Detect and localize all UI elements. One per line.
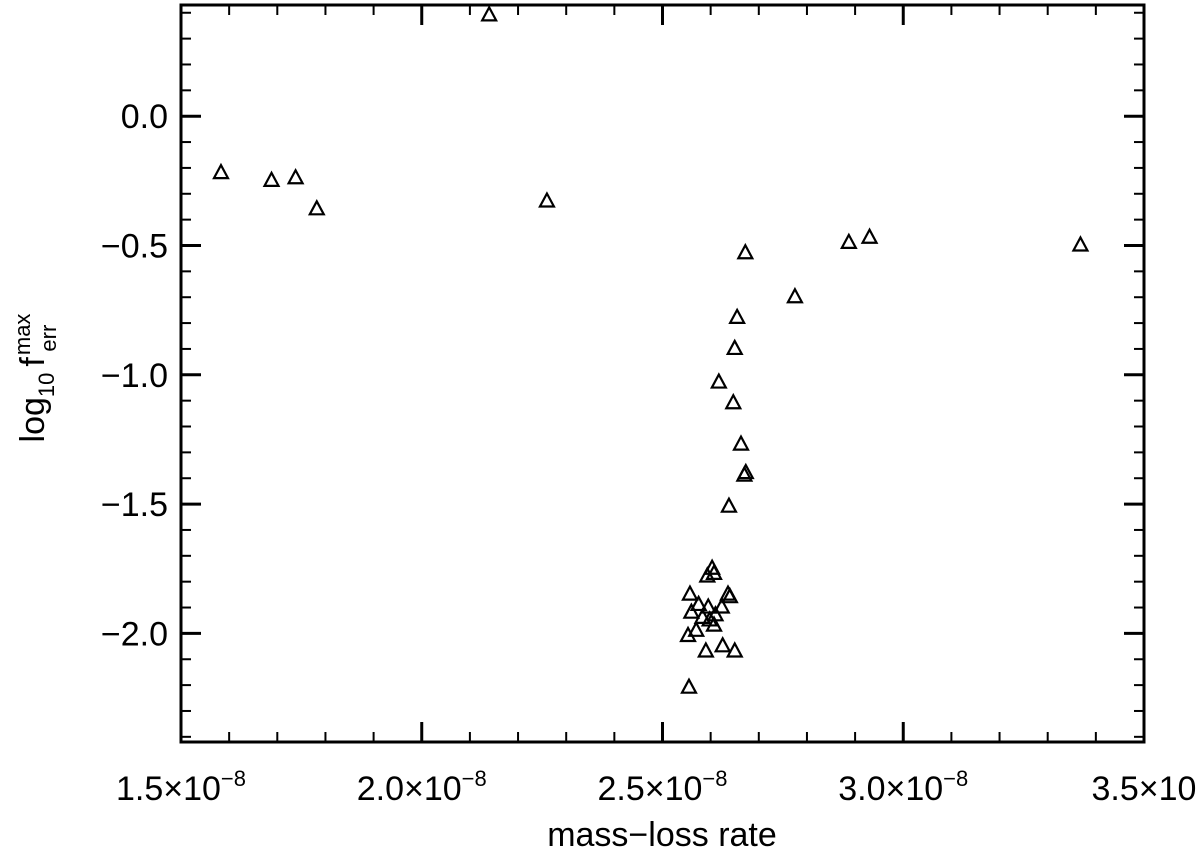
- y-tick-label: −1.0: [101, 357, 168, 395]
- y-axis-title: log10 fmaxerr: [10, 314, 61, 443]
- data-point-triangle: [698, 566, 717, 583]
- data-point-triangle: [712, 597, 731, 614]
- x-axis-ticks: 1.5×10−8 2.0×10−8 2.5×10−8 3.0×10−8 3.5×10: [116, 5, 1197, 808]
- y-tick-label: −0.5: [101, 227, 168, 265]
- data-point-triangle: [262, 170, 281, 187]
- y-title-superscript: max: [10, 314, 35, 356]
- data-point-triangle: [721, 586, 739, 604]
- data-point-triangle: [713, 635, 732, 653]
- data-point-triangle: [212, 162, 230, 180]
- x-tick-label: 3.5×10: [1092, 770, 1197, 808]
- y-title-subscript: err: [36, 325, 61, 352]
- data-point-triangle: [679, 625, 697, 643]
- data-point-triangle: [786, 286, 804, 304]
- data-point-triangle: [1071, 235, 1090, 252]
- data-point-triangle: [286, 167, 305, 185]
- data-point-triangle: [735, 465, 754, 482]
- data-point-triangle: [725, 338, 744, 356]
- data-point-triangle: [725, 641, 744, 658]
- x-tick-label: 3.0×10−8: [838, 766, 968, 808]
- x-tick-label: 2.0×10−8: [357, 766, 487, 808]
- x-tick-label: 1.5×10−8: [116, 766, 246, 808]
- x-minor-ticks: [228, 5, 1097, 742]
- y-title-log: log: [14, 397, 52, 442]
- data-point-triangle: [720, 496, 738, 513]
- x-tick-label: 2.5×10−8: [597, 766, 727, 808]
- data-point-triangle: [705, 615, 723, 632]
- data-point-triangle: [709, 372, 728, 389]
- y-minor-ticks: [181, 11, 1144, 738]
- y-axis-ticks: 0.0 −0.5 −1.0 −1.5 −2.0: [101, 98, 1144, 653]
- x-axis-title: mass−loss rate: [547, 816, 777, 854]
- data-point-triangle: [724, 392, 743, 410]
- data-point-triangle: [696, 641, 715, 658]
- y-tick-label: −1.5: [101, 486, 168, 524]
- svg-text:log10fmaxerr: log10 fmaxerr: [10, 314, 61, 443]
- data-point-triangle: [680, 677, 698, 694]
- data-point-triangle: [839, 232, 858, 250]
- data-point-triangle: [307, 198, 326, 216]
- data-point-triangle: [860, 227, 879, 244]
- data-points: [212, 5, 1090, 694]
- data-point-triangle: [682, 602, 701, 619]
- y-tick-label: 0.0: [121, 98, 168, 136]
- y-tick-label: −2.0: [101, 615, 168, 653]
- data-point-triangle: [689, 594, 708, 612]
- data-point-triangle: [480, 5, 499, 22]
- data-point-triangle: [736, 242, 755, 260]
- data-point-triangle: [687, 620, 706, 637]
- data-point-triangle: [699, 597, 718, 614]
- data-point-triangle: [728, 307, 746, 325]
- data-point-triangle: [538, 191, 556, 208]
- data-point-triangle: [732, 434, 750, 451]
- data-point-triangle: [681, 584, 699, 601]
- data-point-triangle: [693, 607, 712, 624]
- plot-frame: [179, 3, 1146, 744]
- y-title-log-subscript: 10: [34, 373, 59, 397]
- y-title-variable: f: [14, 357, 52, 367]
